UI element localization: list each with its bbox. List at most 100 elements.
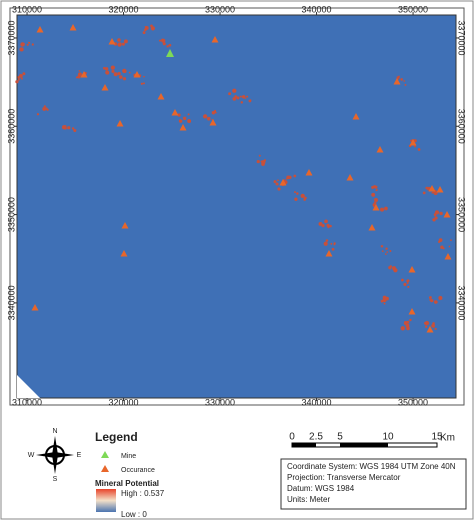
potential-spot — [406, 326, 410, 331]
potential-spot — [143, 75, 145, 78]
occurrences — [31, 24, 452, 333]
potential-spot — [239, 95, 242, 98]
occurrence-marker — [436, 186, 444, 193]
potential-spot — [214, 111, 217, 114]
occurrence-marker — [101, 84, 109, 91]
potential-spot — [389, 267, 392, 270]
potential-spot — [288, 175, 292, 179]
potential-spot — [371, 192, 376, 197]
potential-spot — [436, 301, 438, 303]
potential-spot — [409, 318, 412, 322]
info-line: Units: Meter — [287, 495, 330, 504]
potential-spot — [28, 41, 31, 44]
potential-spot — [428, 296, 432, 299]
potential-spot — [121, 42, 126, 46]
potential-spot — [438, 240, 441, 244]
nodata-corner — [17, 375, 40, 398]
occurrence-marker — [80, 71, 88, 78]
potential-spot — [424, 321, 430, 326]
potential-spot — [111, 69, 115, 73]
raster-title: Mineral Potential — [95, 479, 159, 488]
potential-spot — [206, 116, 211, 121]
east-label: E — [77, 452, 82, 459]
occurrence-marker — [133, 71, 141, 78]
scale-unit: Km — [440, 433, 455, 444]
potential-spot — [248, 99, 252, 103]
potential-spot — [78, 70, 81, 72]
potential-spot — [450, 239, 452, 241]
potential-spot — [380, 299, 384, 303]
potential-spot — [333, 242, 336, 245]
potential-spot — [432, 218, 436, 222]
potential-spot — [75, 76, 78, 79]
potential-spot — [150, 26, 155, 31]
occurrence-marker — [428, 185, 436, 192]
potential-spot — [232, 88, 237, 93]
potential-spot — [442, 247, 445, 250]
occurrence-marker — [305, 169, 313, 176]
potential-spot — [294, 197, 298, 201]
potential-spot — [403, 282, 407, 287]
north-arrow: N E S W — [28, 428, 82, 483]
raster-low: Low : 0 — [121, 510, 147, 519]
potential-spot — [410, 139, 413, 142]
potential-spot — [78, 73, 81, 76]
potential-spot — [19, 73, 23, 78]
legend-item: Mine — [121, 453, 136, 460]
potential-spot — [318, 221, 323, 226]
x-tick-label: 320000 — [109, 397, 139, 407]
potential-spot — [31, 43, 34, 46]
potential-spot — [329, 224, 332, 228]
potential-spot — [414, 145, 417, 148]
y-tick-label: 3340000 — [6, 285, 16, 320]
occurrence-marker — [426, 326, 434, 333]
legend-mine-symbol — [101, 451, 109, 458]
y-tick-label: 3350000 — [457, 197, 467, 232]
potential-spot — [385, 253, 387, 255]
potential-spot — [293, 174, 297, 178]
potential-spot — [431, 323, 435, 328]
potential-spot — [140, 82, 144, 85]
occurrence-marker — [376, 146, 384, 153]
potential-spot — [330, 242, 333, 245]
potential-spot — [403, 321, 408, 325]
potential-spot — [400, 326, 405, 331]
legend-occ-symbol — [101, 465, 109, 472]
potential-spot — [433, 300, 438, 304]
y-tick-label: 3360000 — [457, 109, 467, 144]
occurrence-marker — [211, 36, 219, 43]
potential-spot — [122, 69, 127, 74]
potential-spots — [15, 24, 452, 331]
potential-spot — [21, 42, 25, 46]
y-tick-label: 3370000 — [6, 20, 16, 55]
potential-spot — [122, 77, 127, 81]
potential-spot — [438, 295, 443, 301]
potential-spot — [211, 111, 216, 115]
x-tick-label: 310000 — [12, 397, 42, 407]
potential-spot — [256, 159, 260, 164]
potential-spot — [380, 244, 384, 248]
potential-spot — [434, 327, 437, 331]
west-label: W — [28, 452, 35, 459]
potential-spot — [240, 101, 244, 104]
info-line: Projection: Transverse Mercator — [287, 473, 401, 482]
potential-spot — [296, 192, 299, 195]
potential-spot — [17, 78, 20, 81]
potential-spot — [241, 95, 246, 99]
occurrence-marker — [116, 120, 124, 127]
scale-label: 2.5 — [309, 432, 323, 443]
potential-spot — [434, 210, 440, 215]
occurrence-marker — [443, 211, 451, 218]
potential-spot — [19, 47, 24, 52]
potential-spot — [67, 126, 71, 130]
occurrence-marker — [36, 26, 44, 33]
potential-spot — [275, 182, 279, 186]
potential-spot — [403, 80, 406, 82]
potential-spot — [43, 105, 46, 108]
potential-spot — [374, 198, 378, 203]
potential-spot — [166, 45, 169, 48]
north-label: N — [52, 428, 57, 435]
potential-spot — [383, 302, 386, 305]
